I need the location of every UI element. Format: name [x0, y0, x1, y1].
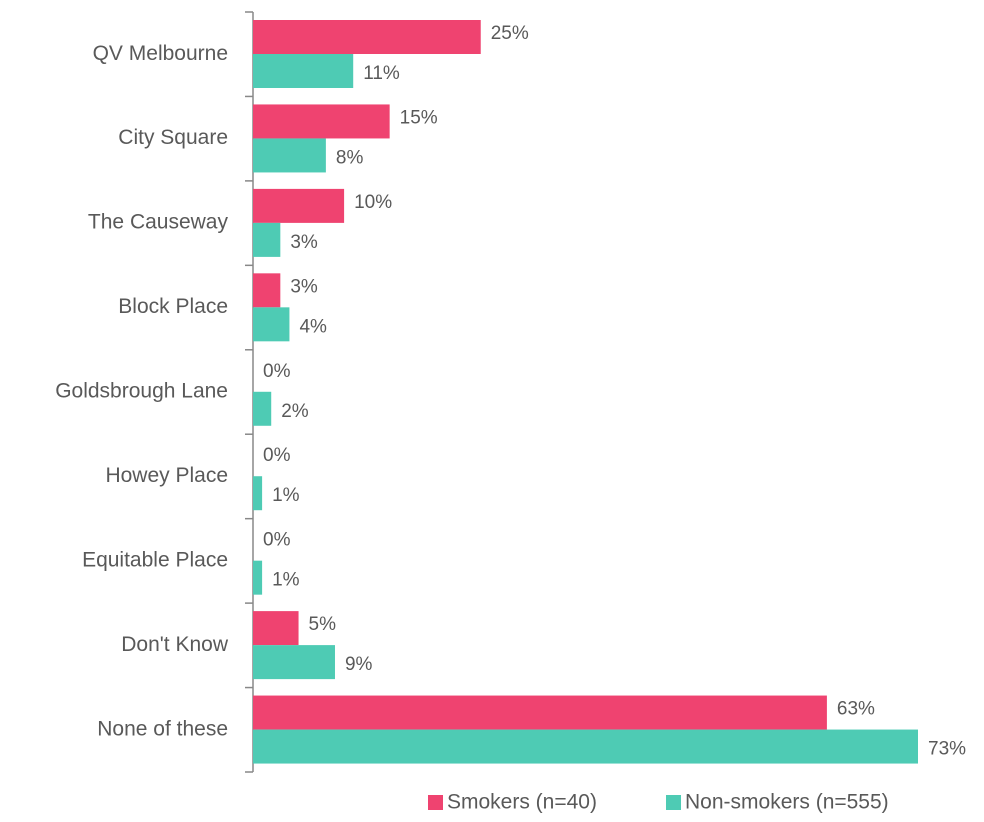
legend-swatch [666, 795, 681, 810]
bar [253, 138, 326, 173]
value-label: 1% [272, 485, 300, 506]
legend-label: Non-smokers (n=555) [685, 791, 889, 814]
bar [253, 645, 335, 680]
category-label: Goldsbrough Lane [55, 380, 228, 403]
value-label: 63% [837, 699, 875, 720]
category-label: None of these [97, 717, 228, 740]
value-label: 10% [354, 192, 392, 213]
bar [253, 104, 390, 139]
value-label: 5% [309, 614, 337, 635]
value-label: 4% [299, 316, 327, 337]
bar [253, 391, 272, 426]
bar [253, 476, 263, 511]
bar [253, 273, 281, 308]
category-label: Don't Know [121, 633, 229, 656]
category-label: City Square [118, 126, 228, 149]
bar [253, 188, 345, 223]
bar [253, 695, 827, 730]
value-label: 25% [491, 23, 529, 44]
value-label: 0% [263, 530, 291, 551]
value-label: 0% [263, 361, 291, 382]
value-label: 11% [363, 63, 400, 84]
category-label: Howey Place [105, 464, 228, 487]
value-label: 2% [281, 401, 309, 422]
bar [253, 54, 354, 88]
category-label: Equitable Place [82, 548, 228, 571]
bar [253, 20, 481, 54]
legend-label: Smokers (n=40) [447, 791, 597, 814]
value-label: 15% [400, 107, 438, 128]
value-label: 3% [290, 276, 318, 297]
value-label: 0% [263, 445, 291, 466]
category-label: QV Melbourne [93, 42, 228, 65]
bar [253, 611, 299, 646]
value-label: 9% [345, 654, 373, 675]
value-label: 8% [336, 147, 364, 168]
value-label: 1% [272, 570, 300, 591]
category-label: The Causeway [88, 211, 229, 234]
bar [253, 222, 281, 257]
category-label: Block Place [118, 295, 228, 318]
bar [253, 307, 290, 342]
legend-swatch [428, 795, 443, 810]
bar [253, 729, 918, 764]
value-label: 73% [928, 739, 966, 760]
bar [253, 560, 263, 595]
value-label: 3% [290, 232, 318, 253]
